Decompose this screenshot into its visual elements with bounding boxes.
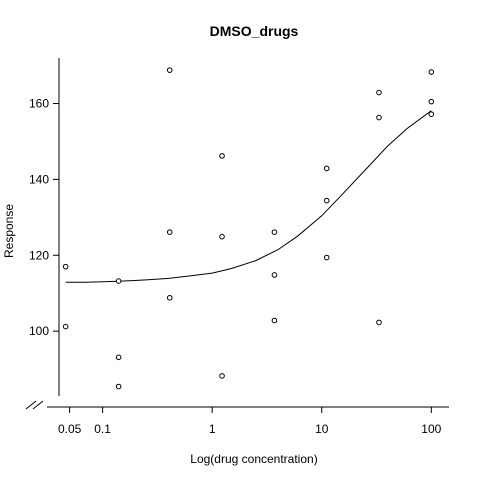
y-axis-label: Response [2, 204, 16, 258]
x-tick-label: 0.1 [94, 422, 111, 436]
data-point [428, 98, 435, 105]
x-tick-label: 1 [209, 422, 216, 436]
x-axis-label: Log(drug concentration) [190, 452, 317, 466]
x-tick-label: 100 [421, 422, 441, 436]
axis-break-mark [32, 400, 44, 410]
data-point [271, 317, 278, 324]
x-tick-label: 10 [315, 422, 329, 436]
data-point [115, 278, 122, 284]
data-point [323, 254, 330, 261]
data-point [323, 165, 330, 172]
data-point [428, 69, 435, 75]
data-point [166, 294, 173, 301]
y-tick-label: 160 [29, 97, 49, 111]
data-point [62, 263, 69, 270]
data-point [115, 354, 122, 361]
data-point [219, 373, 225, 379]
data-point [271, 272, 278, 278]
data-point [376, 89, 382, 96]
x-tick-label: 0.05 [58, 422, 82, 436]
data-point [166, 229, 173, 235]
data-point [166, 67, 173, 73]
data-point [376, 114, 382, 121]
axis-break-mark [25, 400, 37, 410]
plot-area: 100 120 140 160 0.05 0.1 1 10 100 [25, 58, 449, 436]
data-point [219, 233, 225, 240]
data-point [376, 319, 382, 326]
data-point [219, 153, 225, 159]
y-tick-label: 140 [29, 172, 49, 186]
data-point [428, 111, 435, 117]
y-tick-label: 120 [29, 248, 49, 262]
fit-curve-line [65, 110, 432, 283]
data-point [62, 323, 69, 330]
data-point [323, 197, 330, 204]
y-tick-label: 100 [29, 324, 49, 338]
data-point [271, 229, 278, 235]
chart-title: DMSO_drugs [210, 23, 299, 39]
data-point [115, 383, 122, 390]
